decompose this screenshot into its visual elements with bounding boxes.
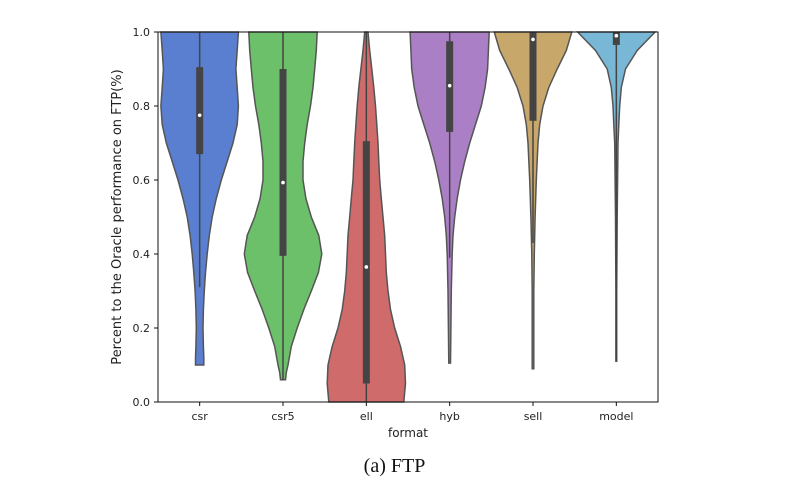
y-tick-label: 0.6 (133, 174, 151, 187)
y-tick-label: 0.8 (133, 100, 151, 113)
x-tick-label: csr (192, 410, 209, 423)
iqr-box-csr (196, 67, 204, 155)
median-sell (531, 37, 535, 42)
median-csr (197, 113, 202, 118)
y-axis: 0.0 0.2 0.4 0.6 0.8 1.0 (133, 26, 158, 409)
iqr-box-ell (362, 141, 370, 384)
x-tick-label: ell (360, 410, 373, 423)
figure-caption: (a) FTP (363, 455, 426, 477)
y-tick-label: 0.2 (133, 322, 151, 335)
iqr-box-csr5 (279, 69, 287, 256)
y-axis-label: Percent to the Oracle performance on FTP… (110, 69, 125, 364)
median-csr5 (281, 180, 285, 185)
median-ell (364, 265, 369, 269)
x-tick-label: sell (524, 410, 543, 423)
y-tick-label: 1.0 (133, 26, 151, 39)
x-tick-label: csr5 (271, 410, 294, 423)
iqr-box-model (612, 32, 620, 45)
x-axis-label: format (388, 426, 428, 440)
chart-svg: 0.0 0.2 0.4 0.6 0.8 1.0 csr csr5 ell hyb sell mode… (110, 26, 659, 440)
violins-layer (160, 31, 657, 403)
x-tick-label: hyb (439, 410, 459, 423)
boxes-layer (196, 32, 620, 402)
iqr-box-sell (529, 32, 537, 121)
median-model (614, 33, 619, 38)
y-tick-label: 0.4 (133, 248, 151, 261)
y-tick-label: 0.0 (133, 396, 151, 409)
plot-frame (157, 31, 659, 403)
x-axis: csr csr5 ell hyb sell model (192, 402, 633, 423)
median-hyb (447, 83, 452, 88)
x-tick-label: model (599, 410, 633, 423)
